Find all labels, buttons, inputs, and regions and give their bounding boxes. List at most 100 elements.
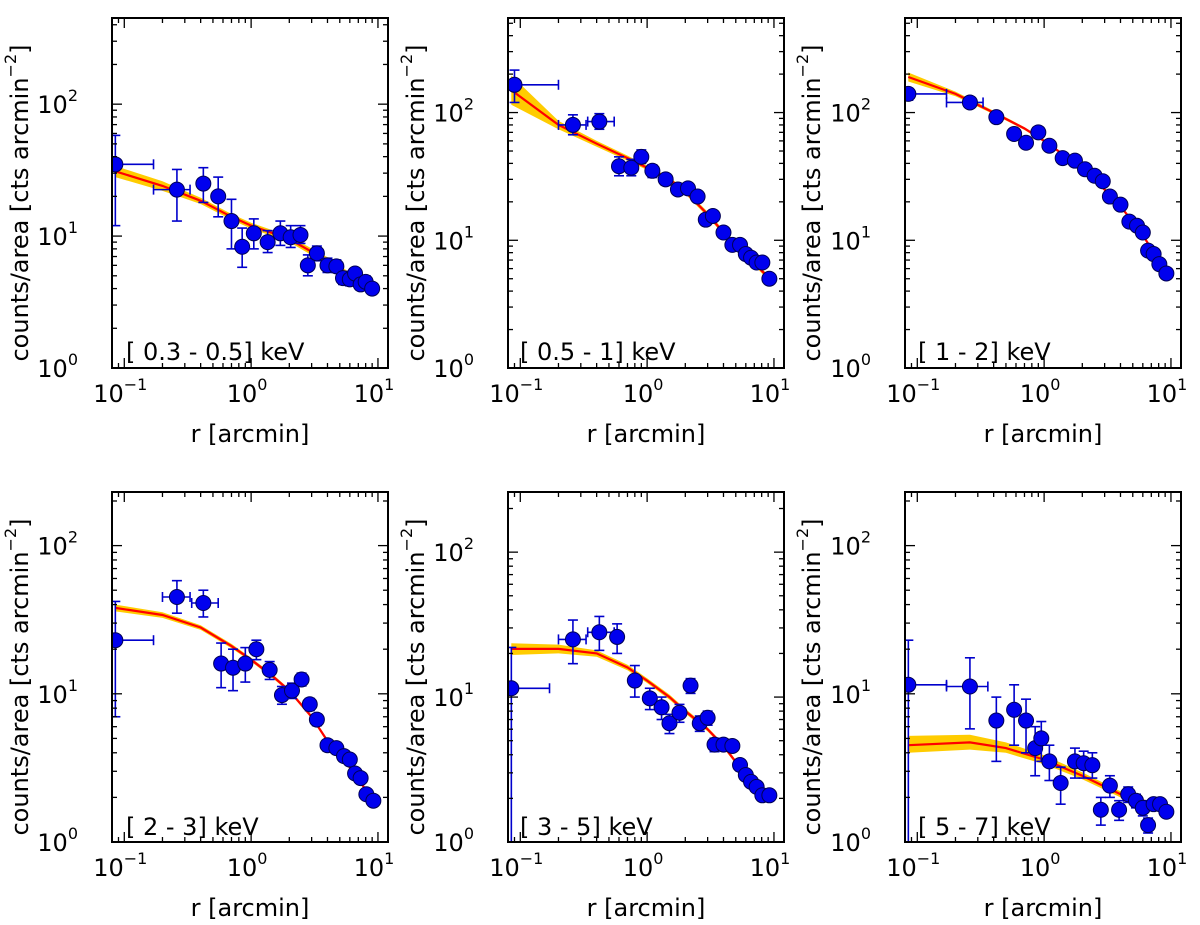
x-tick-label: 101 <box>750 849 791 882</box>
tick-base: 10 <box>830 100 861 128</box>
x-tick-label: 101 <box>354 849 395 882</box>
tick-base: 10 <box>1020 380 1051 408</box>
tick-exponent: 0 <box>861 824 871 843</box>
x-axis-ticks <box>904 492 1172 842</box>
y-axis-ticks <box>508 22 784 369</box>
tick-exponent: 0 <box>68 824 78 843</box>
plot-area <box>905 72 1175 282</box>
data-point <box>1094 173 1111 190</box>
x-tick-label: 100 <box>227 375 268 408</box>
y-axis-ticks <box>112 500 388 843</box>
data-point <box>1140 817 1157 834</box>
x-tick-label: 101 <box>750 375 791 408</box>
data-marker <box>292 226 309 243</box>
plot-area <box>508 69 778 287</box>
tick-base: 10 <box>623 854 654 882</box>
data-point <box>1041 744 1058 782</box>
x-axis-title: r [arcmin] <box>191 420 310 448</box>
data-point <box>623 158 640 177</box>
y-tick-label: 100 <box>37 350 78 383</box>
data-point <box>626 664 643 698</box>
tick-exponent: 0 <box>464 350 474 369</box>
data-point <box>308 245 325 262</box>
x-axis-ticks <box>111 18 379 368</box>
x-axis-title: r [arcmin] <box>984 894 1103 922</box>
y-tick-label: 101 <box>830 676 871 709</box>
data-point <box>704 207 721 224</box>
data-point <box>689 188 706 205</box>
y-tick-label: 102 <box>830 95 871 128</box>
tick-exponent: 2 <box>464 534 474 553</box>
y-axis-title-close: ] <box>6 44 34 53</box>
data-point <box>261 660 278 681</box>
data-point <box>1033 720 1050 763</box>
data-point <box>761 270 778 287</box>
tick-base: 10 <box>830 533 861 561</box>
data-marker <box>112 632 124 649</box>
y-axis-ticks <box>905 500 1181 843</box>
data-point <box>1101 774 1118 799</box>
tick-base: 10 <box>750 854 781 882</box>
x-axis-ticks <box>111 492 379 842</box>
tick-base: 10 <box>227 380 258 408</box>
tick-exponent: −1 <box>917 375 941 394</box>
data-point <box>557 114 587 136</box>
tick-base: 10 <box>37 223 68 251</box>
tick-exponent: 2 <box>861 95 871 114</box>
tick-base: 10 <box>886 380 917 408</box>
data-marker <box>259 234 276 251</box>
tick-base: 10 <box>433 539 464 567</box>
tick-exponent: 2 <box>68 528 78 547</box>
data-point <box>699 709 716 726</box>
data-point <box>210 176 227 218</box>
data-marker <box>591 624 608 641</box>
x-tick-label: 100 <box>227 849 268 882</box>
data-point <box>225 648 242 692</box>
data-point <box>1018 698 1035 754</box>
y-axis-title-text: counts/area [cts arcmin <box>798 77 826 361</box>
tick-exponent: 0 <box>653 375 663 394</box>
y-tick-label: 102 <box>37 86 78 119</box>
energy-band-label: [ 0.5 - 1] keV <box>520 338 676 366</box>
data-marker <box>633 148 650 165</box>
data-point <box>641 687 658 711</box>
data-marker <box>661 715 678 732</box>
plot-area <box>905 639 1175 842</box>
data-point <box>1158 265 1175 282</box>
y-axis-title-close: ] <box>798 44 826 53</box>
data-marker <box>699 709 716 726</box>
data-point <box>754 254 771 271</box>
data-point <box>195 166 212 204</box>
data-marker <box>1018 134 1035 151</box>
x-tick-label: 101 <box>1147 849 1188 882</box>
data-marker <box>1112 196 1129 213</box>
data-marker <box>1018 712 1035 729</box>
data-marker <box>341 751 358 768</box>
data-point <box>1006 125 1023 142</box>
data-marker <box>623 159 640 176</box>
tick-base: 10 <box>830 227 861 255</box>
tick-exponent: 1 <box>861 676 871 695</box>
tick-base: 10 <box>489 380 520 408</box>
data-point <box>293 671 310 688</box>
data-point <box>1101 188 1118 205</box>
tick-base: 10 <box>1147 854 1178 882</box>
tick-exponent: 1 <box>780 375 790 394</box>
data-marker <box>364 280 381 297</box>
y-axis-title-text: counts/area [cts arcmin <box>6 551 34 835</box>
data-point <box>671 703 688 724</box>
data-marker <box>641 690 658 707</box>
data-marker <box>1111 801 1128 818</box>
y-axis-title-exponent: −2 <box>793 528 812 552</box>
y-axis-title-exponent: −2 <box>793 54 812 78</box>
data-point <box>644 162 661 179</box>
data-point <box>213 642 230 689</box>
data-point <box>988 696 1005 763</box>
tick-base: 10 <box>37 355 68 383</box>
tick-exponent: 1 <box>861 222 871 241</box>
data-point <box>508 69 560 104</box>
